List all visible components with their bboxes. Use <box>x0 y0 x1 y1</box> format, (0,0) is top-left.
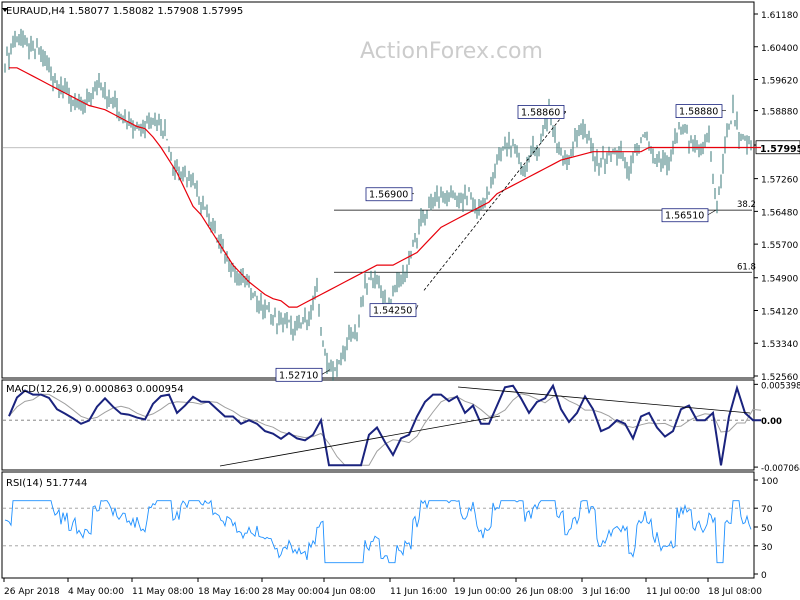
y-tick-label: 1.57260 <box>761 176 798 186</box>
rsi-line <box>4 499 752 564</box>
y-tick-label: 1.53340 <box>761 340 798 350</box>
price-y-axis: 1.611801.604001.596201.588801.580601.579… <box>3 11 800 383</box>
macd-title: MACD(12,26,9) 0.000863 0.000954 <box>6 384 184 395</box>
price-level-box <box>661 208 709 223</box>
leader-line <box>321 369 331 375</box>
price-level-box <box>517 105 565 119</box>
price-level-label: 1.52710 <box>279 370 318 381</box>
macd-y-tick-label: 0.00 <box>761 417 782 427</box>
macd-y-tick-label: -0.007064 <box>761 464 800 474</box>
x-tick-label: 4 Jun 08:00 <box>324 587 376 597</box>
price-level-box <box>369 303 417 318</box>
y-tick-label: 1.54120 <box>761 307 798 317</box>
price-annotations: 1.58860 1.58880 1.56900 1.56510 1.54250 1.527… <box>275 104 756 382</box>
x-tick-label: 18 Jul 08:00 <box>708 587 762 597</box>
y-tick-label: 1.54900 <box>761 275 798 285</box>
rsi-panel <box>1 471 755 579</box>
y-tick-label: 1.55700 <box>761 241 798 251</box>
price-level-label: 1.58880 <box>679 107 718 118</box>
ohlc-bars <box>4 28 752 381</box>
price-level-box <box>275 367 323 382</box>
fib-618-label: 61.8 <box>737 262 756 272</box>
rsi-y-tick-label: 30 <box>761 543 773 553</box>
x-tick-label: 19 Jun 00:00 <box>454 587 511 597</box>
price-trendline <box>423 111 567 291</box>
dropdown-arrow-icon[interactable] <box>2 8 8 12</box>
x-tick-label: 11 Jul 00:00 <box>646 587 700 597</box>
rsi-title: RSI(14) 51.7744 <box>6 478 87 489</box>
price-level-box <box>365 187 413 202</box>
macd-trendline-down <box>457 386 751 414</box>
macd-plot: 0.005398 0.00 -0.007064 <box>3 381 800 474</box>
macd-signal-line <box>8 393 762 466</box>
x-axis: 26 Apr 2018 4 May 00:00 11 May 08:00 18 May… <box>3 578 762 597</box>
rsi-plot: 100 70 50 30 0 <box>3 477 778 581</box>
macd-trendline-up <box>219 415 501 467</box>
y-tick-label: 1.59620 <box>761 77 798 87</box>
price-level-label: 1.56510 <box>665 211 704 222</box>
leader-line <box>415 304 419 310</box>
rsi-y-tick-label: 100 <box>761 477 778 487</box>
y-tick-label: 1.61180 <box>761 11 798 21</box>
price-level-label: 1.54250 <box>373 306 412 317</box>
price-level-box <box>675 104 723 118</box>
watermark: ActionForex.com <box>360 39 543 64</box>
x-tick-label: 26 Jun 08:00 <box>516 587 573 597</box>
rsi-y-tick-label: 50 <box>761 524 773 534</box>
x-tick-label: 3 Jul 16:00 <box>582 587 631 597</box>
trendlines <box>423 111 567 291</box>
symbol-header: EURAUD,H4 1.58077 1.58082 1.57908 1.5799… <box>6 6 243 17</box>
x-tick-label: 18 May 16:00 <box>198 587 260 597</box>
rsi-y-tick-label: 70 <box>761 505 773 515</box>
y-tick-label: 1.52560 <box>761 373 798 383</box>
sma-series-line <box>9 67 761 308</box>
price-level-label: 1.56900 <box>369 190 408 201</box>
x-tick-label: 11 May 08:00 <box>132 587 194 597</box>
macd-panel <box>1 379 755 471</box>
current-price-label: 1.57995 <box>760 144 800 155</box>
y-tick-label: 1.60400 <box>761 44 798 54</box>
macd-y-tick-label: 0.005398 <box>761 381 800 391</box>
leader-line <box>707 209 717 215</box>
price-panel <box>1 1 755 379</box>
x-tick-label: 11 Jun 16:00 <box>390 587 447 597</box>
y-tick-label: 1.58880 <box>761 108 798 118</box>
x-tick-label: 4 May 00:00 <box>68 587 124 597</box>
x-tick-label: 28 May 00:00 <box>262 587 324 597</box>
sma-line <box>9 67 761 308</box>
fib-382-label: 38.2 <box>737 200 756 210</box>
macd-line <box>8 383 761 467</box>
price-level-label: 1.58860 <box>521 107 560 118</box>
x-tick-label: 26 Apr 2018 <box>4 587 60 597</box>
y-tick-label: 1.56480 <box>761 208 798 218</box>
rsi-y-tick-label: 0 <box>761 571 767 581</box>
